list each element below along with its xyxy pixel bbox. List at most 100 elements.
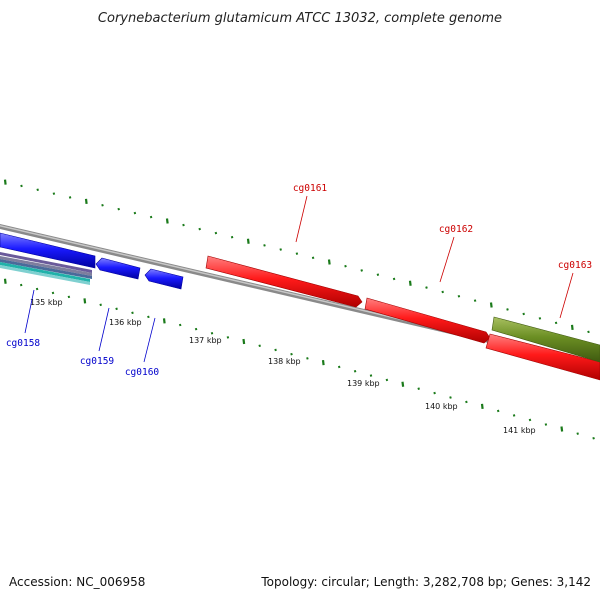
- outer-tick: [117, 207, 120, 211]
- gene-cg0158[interactable]: [0, 232, 96, 269]
- inner-tick: [401, 381, 405, 387]
- olive-feature: [491, 316, 600, 363]
- inner-tick: [417, 387, 420, 390]
- outer-tick: [506, 308, 509, 311]
- gene-cg0162[interactable]: [364, 297, 491, 344]
- gene-label-cg0161[interactable]: cg0161: [293, 183, 328, 194]
- inner-tick: [544, 423, 548, 426]
- tick-label-136: 136 kbp: [109, 318, 142, 327]
- inner-tick: [480, 403, 484, 410]
- gene-cg0161[interactable]: [205, 255, 363, 308]
- outer-tick: [36, 188, 39, 192]
- outer-tick: [230, 235, 234, 239]
- inner-tick: [560, 426, 564, 432]
- outer-tick-row: [3, 179, 590, 334]
- outer-tick: [408, 280, 412, 286]
- inner-tick: [210, 331, 214, 335]
- outer-tick: [538, 317, 542, 320]
- inner-tick: [162, 318, 166, 324]
- inner-tick: [19, 283, 23, 287]
- inner-tick: [385, 378, 389, 382]
- gene-label-cg0159[interactable]: cg0159: [80, 356, 115, 367]
- outer-tick: [3, 179, 7, 185]
- inner-tick: [369, 374, 373, 377]
- gene-label-cg0160[interactable]: cg0160: [125, 367, 160, 378]
- inner-tick: [258, 344, 261, 348]
- outer-tick: [295, 252, 299, 255]
- accession-label: Accession: NC_006958: [9, 575, 145, 589]
- outer-tick: [554, 321, 558, 325]
- outer-tick: [279, 248, 282, 251]
- tick-label-137: 137 kbp: [189, 336, 222, 345]
- stacked-features: [0, 252, 92, 285]
- outer-tick: [457, 294, 461, 298]
- outer-tick: [20, 184, 23, 188]
- inner-tick: [496, 409, 500, 413]
- outer-tick: [360, 269, 363, 272]
- outer-tick: [165, 218, 169, 224]
- inner-tick: [51, 291, 55, 295]
- inner-tick: [274, 348, 277, 352]
- inner-tick: [528, 418, 532, 422]
- outer-tick: [311, 256, 315, 260]
- inner-tick: [99, 303, 102, 307]
- gene-cg0163[interactable]: [485, 333, 600, 381]
- outer-tick: [489, 302, 493, 308]
- tick-label-141: 141 kbp: [503, 426, 536, 435]
- tick-label-140: 140 kbp: [425, 402, 458, 411]
- inner-tick-row: [3, 278, 595, 440]
- outer-tick: [263, 244, 266, 247]
- inner-tick: [226, 336, 230, 339]
- outer-tick: [570, 324, 574, 330]
- tick-labels: 135 kbp 136 kbp 137 kbp 138 kbp 139 kbp …: [30, 298, 536, 435]
- outer-tick: [101, 203, 104, 207]
- outer-tick: [84, 198, 88, 204]
- label-leaders: [24, 195, 574, 363]
- outer-tick: [344, 264, 347, 268]
- inner-tick: [194, 327, 198, 331]
- outer-tick: [522, 312, 525, 316]
- inner-tick: [576, 432, 579, 435]
- map-title: Corynebacterium glutamicum ATCC 13032, c…: [98, 11, 502, 26]
- gene-label-cg0163[interactable]: cg0163: [558, 260, 592, 271]
- inner-tick: [35, 287, 39, 291]
- gene-cg0160[interactable]: [144, 268, 184, 290]
- gene-labels: cg0161 cg0162 cg0163 cg0158 cg0159 cg016…: [6, 183, 592, 378]
- gene-cg0159[interactable]: [95, 257, 141, 280]
- genome-summary: Topology: circular; Length: 3,282,708 bp…: [260, 575, 591, 589]
- inner-tick: [147, 315, 150, 319]
- outer-tick: [473, 299, 477, 302]
- inner-tick: [178, 323, 182, 327]
- inner-tick: [115, 307, 118, 311]
- inner-tick: [449, 396, 452, 399]
- outer-tick: [441, 290, 444, 294]
- outer-tick: [376, 273, 380, 276]
- inner-tick: [290, 352, 293, 356]
- inner-tick: [242, 338, 246, 345]
- inner-tick: [433, 391, 436, 395]
- outer-tick: [425, 286, 428, 289]
- outer-tick: [182, 223, 185, 227]
- outer-tick: [52, 192, 56, 195]
- inner-tick: [131, 311, 134, 315]
- outer-tick: [327, 259, 331, 265]
- gene-label-cg0158[interactable]: cg0158: [6, 338, 41, 349]
- outer-tick: [246, 238, 250, 244]
- inner-tick: [592, 436, 595, 440]
- inner-tick: [337, 365, 341, 369]
- inner-tick: [306, 357, 309, 360]
- inner-tick: [512, 414, 516, 417]
- tick-label-138: 138 kbp: [268, 357, 301, 366]
- outer-tick: [214, 231, 218, 235]
- inner-tick: [67, 295, 71, 299]
- outer-tick: [392, 277, 396, 281]
- outer-tick: [198, 227, 201, 231]
- outer-tick: [133, 211, 137, 215]
- inner-tick: [321, 360, 325, 366]
- outer-tick: [587, 330, 590, 334]
- outer-tick: [68, 196, 72, 199]
- tick-label-139: 139 kbp: [347, 379, 380, 388]
- tick-label-135: 135 kbp: [30, 298, 63, 307]
- gene-label-cg0162[interactable]: cg0162: [439, 224, 473, 235]
